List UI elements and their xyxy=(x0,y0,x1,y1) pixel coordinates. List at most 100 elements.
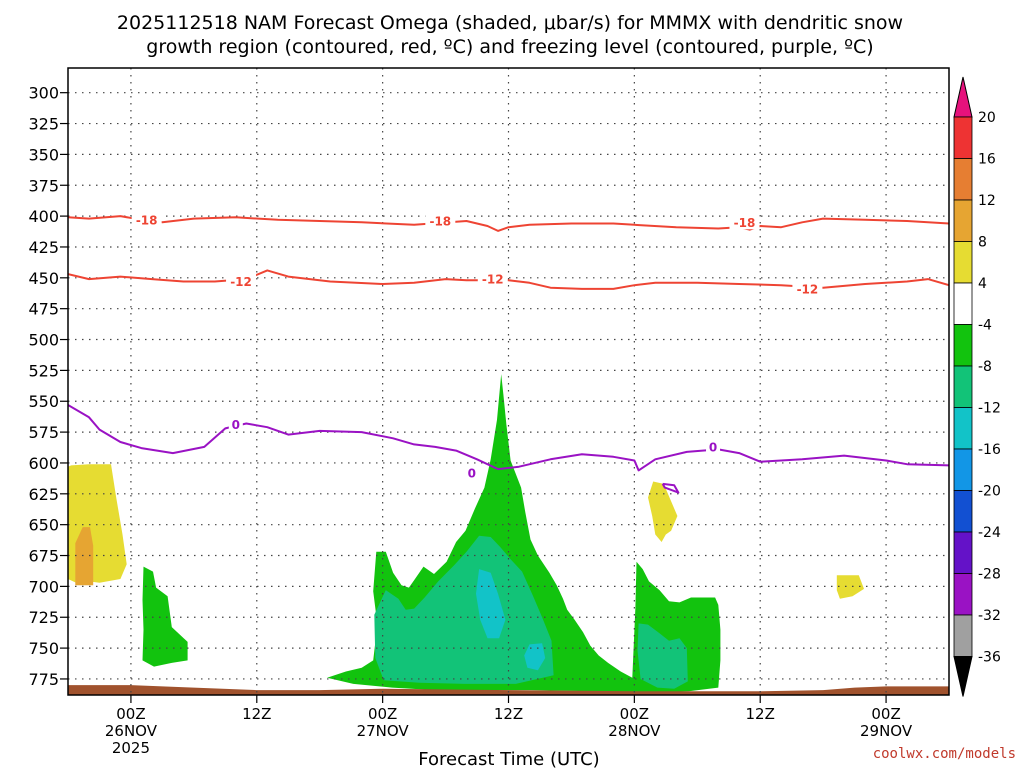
y-tick-label-450: 450 xyxy=(28,269,59,288)
chart-title-line-1: 2025112518 NAM Forecast Omega (shaded, μ… xyxy=(117,12,903,34)
colorbar-tick-7: -12 xyxy=(978,401,1001,417)
contour-label-0-c-freezing-level-2: 0 xyxy=(709,440,717,454)
colorbar-top-arrow xyxy=(953,76,973,118)
x-tick-label-0-3: 2025 xyxy=(112,739,150,757)
colorbar-swatch-12 xyxy=(953,614,973,657)
credit-text: coolwx.com/models xyxy=(873,746,1016,762)
colorbar-tick-0: 20 xyxy=(978,110,996,126)
y-tick-label-350: 350 xyxy=(28,145,59,164)
colorbar-swatch-6 xyxy=(953,365,973,408)
contour-label-bg xyxy=(792,280,823,296)
contour-line-0-c-freezing-level xyxy=(68,404,949,472)
contour-label-12-c-2: -12 xyxy=(797,282,819,296)
contour-label-bg xyxy=(425,213,456,229)
contour-label-bg xyxy=(729,214,760,230)
contour-label-0-c-freezing-level-0: 0 xyxy=(232,418,240,432)
y-tick-label-325: 325 xyxy=(28,115,59,134)
contour-label-bg xyxy=(464,464,479,480)
contour-label-12-c-1: -12 xyxy=(482,273,504,287)
contour-label-18-c-1: -18 xyxy=(429,215,451,229)
colorbar-swatch-1 xyxy=(953,158,973,201)
contour-label-bg xyxy=(226,273,257,289)
x-tick-label-72-2: 29NOV xyxy=(860,722,913,740)
colorbar-swatch-9 xyxy=(953,490,973,533)
colorbar-swatch-3 xyxy=(953,241,973,284)
shaded-region-omega-4-to-8 xyxy=(142,566,188,667)
omega-shading-layer xyxy=(68,374,949,695)
colorbar-tick-5: -4 xyxy=(978,318,992,334)
y-tick-label-700: 700 xyxy=(28,577,59,596)
x-tick-label-24-2: 27NOV xyxy=(357,722,410,740)
shaded-region-omega-12-to-16 xyxy=(476,569,506,639)
contour-layer: -18 -18 -18 -12 -12 -12 0 0 0 xyxy=(68,211,949,494)
contour-line-18-c xyxy=(68,215,949,232)
colorbar-tick-13: -36 xyxy=(978,650,1001,666)
y-tick-label-500: 500 xyxy=(28,331,59,350)
colorbar-tick-3: 8 xyxy=(978,235,987,251)
shaded-region-omega-8-to-12 xyxy=(637,623,688,689)
y-tick-label-400: 400 xyxy=(28,207,59,226)
contour-label-bg xyxy=(706,438,721,454)
colorbar-swatch-11 xyxy=(953,573,973,616)
colorbar-tick-6: -8 xyxy=(978,359,992,375)
grid-layer xyxy=(68,68,949,695)
plot-area: -18 -18 -18 -12 -12 -12 0 0 0 xyxy=(68,68,949,695)
colorbar-tick-1: 16 xyxy=(978,152,996,168)
shaded-region-omega-12-to-16 xyxy=(524,643,546,671)
colorbar-swatch-5 xyxy=(953,324,973,367)
x-tick-label-48-1: 00Z xyxy=(620,705,649,723)
contour-label-18-c-2: -18 xyxy=(734,216,756,230)
colorbar-tick-11: -28 xyxy=(978,567,1001,583)
y-tick-label-675: 675 xyxy=(28,547,59,566)
colorbar-tick-4: 4 xyxy=(978,276,987,292)
x-tick-label-0-1: 00Z xyxy=(116,705,145,723)
x-tick-label-12-1: 12Z xyxy=(242,705,271,723)
colorbar-swatch-10 xyxy=(953,531,973,574)
colorbar-tick-9: -20 xyxy=(978,484,1001,500)
y-tick-label-525: 525 xyxy=(28,361,59,380)
x-tick-label-60-1: 12Z xyxy=(746,705,775,723)
colorbar-swatch-2 xyxy=(953,199,973,242)
colorbar-tick-2: 12 xyxy=(978,193,996,209)
y-tick-label-375: 375 xyxy=(28,176,59,195)
colorbar-tick-8: -16 xyxy=(978,442,1001,458)
contour-label-bg xyxy=(131,211,162,227)
x-tick-label-36-1: 12Z xyxy=(494,705,523,723)
contour-label-18-c-0: -18 xyxy=(136,213,158,227)
x-tick-label-72-1: 00Z xyxy=(871,705,900,723)
colorbar-swatch-0 xyxy=(953,116,973,159)
contour-line-small-0-c-closed-contour xyxy=(661,482,680,494)
y-tick-label-475: 475 xyxy=(28,300,59,319)
contour-label-bg xyxy=(228,416,243,432)
x-tick-label-48-2: 28NOV xyxy=(608,722,661,740)
colorbar-bottom-arrow xyxy=(953,656,973,697)
shaded-region-omega-4-to-8 xyxy=(648,481,678,542)
colorbar: 20 16 12 8 4 -4 -8 -12 -16 -20 -24 -28 -32 -36 xyxy=(953,76,1001,697)
colorbar-swatch-7 xyxy=(953,407,973,450)
x-tick-label-24-1: 00Z xyxy=(368,705,397,723)
colorbar-swatch-8 xyxy=(953,448,973,491)
contour-label-0-c-freezing-level-1: 0 xyxy=(468,466,476,480)
y-tick-label-550: 550 xyxy=(28,392,59,411)
y-tick-label-625: 625 xyxy=(28,485,59,504)
contour-label-12-c-0: -12 xyxy=(230,275,252,289)
shaded-region-omega-8-to-12 xyxy=(75,527,94,586)
y-tick-label-775: 775 xyxy=(28,670,59,689)
colorbar-swatch-4 xyxy=(953,282,973,325)
shaded-region-omega-4-to-8 xyxy=(836,575,864,599)
y-axis: 300 325 350 375 400 425 450 475 500 525 550 575 600 6… xyxy=(28,84,68,689)
y-tick-label-600: 600 xyxy=(28,454,59,473)
chart-title-line-2: growth region (contoured, red, ºC) and f… xyxy=(146,36,873,58)
y-tick-label-575: 575 xyxy=(28,423,59,442)
y-tick-label-650: 650 xyxy=(28,516,59,535)
colorbar-tick-10: -24 xyxy=(978,525,1001,541)
y-tick-label-425: 425 xyxy=(28,238,59,257)
x-axis-label: Forecast Time (UTC) xyxy=(418,749,599,768)
y-tick-label-300: 300 xyxy=(28,84,59,103)
shaded-region-terrain xyxy=(68,685,949,695)
y-tick-label-750: 750 xyxy=(28,639,59,658)
y-tick-label-725: 725 xyxy=(28,608,59,627)
colorbar-tick-12: -32 xyxy=(978,608,1001,624)
